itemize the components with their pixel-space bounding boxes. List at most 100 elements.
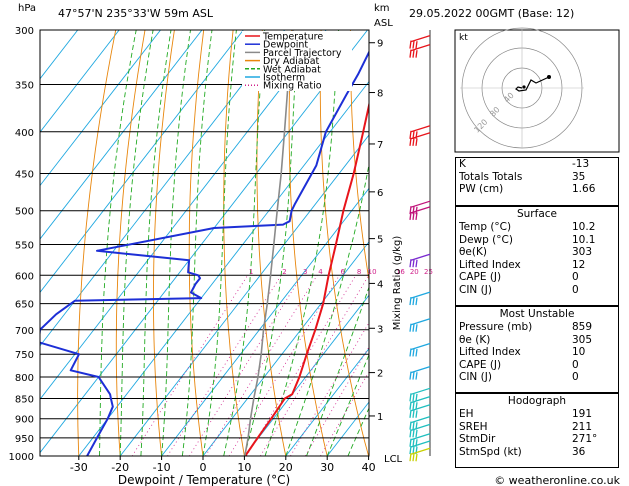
hodograph-value: 211 — [572, 420, 593, 433]
index-value: -13 — [572, 158, 590, 170]
datetime-label: 29.05.2022 00GMT (Base: 12) — [409, 7, 574, 20]
wet-adiabat-line — [181, 30, 213, 456]
wind-barb-shaft — [410, 206, 431, 214]
hodograph-key: StmSpd (kt) — [459, 445, 522, 458]
pressure-tick-label: 950 — [15, 434, 34, 445]
wind-barb-flag — [415, 297, 418, 306]
most-unstable-value: 305 — [572, 333, 593, 346]
most-unstable-key: Lifted Index — [459, 346, 521, 359]
dry-adiabat-line — [380, 30, 452, 456]
x-tick-label: 20 — [279, 461, 293, 474]
wind-barb-flag — [412, 421, 415, 430]
legend-label: Dewpoint — [263, 40, 308, 51]
wind-barb-flag — [415, 402, 418, 410]
index-row: PW (cm) 1.66 — [456, 183, 618, 196]
km-unit: km — [374, 3, 390, 14]
index-value: 35 — [572, 170, 586, 183]
hodograph-trace — [515, 76, 550, 92]
lcl-label: LCL — [384, 454, 403, 465]
wind-barb-flag — [409, 211, 412, 220]
surface-value: 0 — [572, 283, 579, 296]
most-unstable-value: 10 — [572, 346, 586, 359]
surface-value: 10.2 — [572, 221, 596, 233]
hodograph-key: StmDir — [459, 433, 496, 446]
surface-row: Lifted Index 12 — [456, 259, 618, 272]
most-unstable-value: 859 — [572, 321, 593, 333]
hodograph-key: EH — [459, 408, 474, 420]
wind-barb-flag — [409, 297, 412, 306]
wind-barb-flag — [412, 409, 415, 418]
dry-adiabat-line — [188, 30, 205, 456]
wind-barb — [409, 423, 431, 438]
most-unstable-key: θe (K) — [459, 333, 491, 346]
wind-barb-shaft — [410, 396, 431, 404]
pressure-tick-label: 850 — [15, 394, 34, 405]
mixing-ratio-label: 1 — [249, 268, 253, 276]
wind-barb-flag — [415, 41, 418, 49]
most-unstable-box: Most Unstable Pressure (mb) 859 θe (K) 305 L… — [455, 306, 619, 393]
pressure-tick-label: 1000 — [9, 452, 34, 463]
wind-barb — [409, 43, 431, 58]
x-tick-label: -10 — [153, 461, 171, 474]
wind-barb — [409, 125, 431, 139]
wind-barb-flag — [415, 453, 418, 462]
wind-barb-flag — [409, 401, 412, 410]
isotherm-line — [40, 30, 79, 80]
most-unstable-title: Most Unstable — [499, 308, 575, 320]
wind-barb-flag — [409, 259, 412, 268]
legend-label: Parcel Trajectory — [263, 48, 342, 59]
most-unstable-value: 0 — [572, 358, 579, 371]
surface-key: CIN (J) — [459, 283, 492, 296]
wind-barb-flag — [412, 206, 415, 215]
isotherm-line — [40, 30, 203, 240]
wind-barb-flag — [415, 410, 418, 418]
wind-barb-flag — [415, 138, 418, 146]
isotherm-line — [40, 30, 368, 454]
wind-barb — [409, 447, 431, 462]
isotherm-line — [161, 187, 369, 456]
mixing-ratio-line — [320, 371, 369, 456]
wind-barb-flag — [412, 453, 415, 462]
wind-barb-shaft — [410, 416, 431, 424]
hodograph-row: SREH 211 — [456, 421, 618, 434]
wind-barb-flag — [409, 438, 412, 447]
most-unstable-value: 0 — [572, 371, 579, 384]
mixing-ratio-label: 6 — [340, 268, 345, 276]
mixing-ratio-line — [205, 275, 318, 456]
wind-barb-flag — [409, 130, 412, 139]
wind-barb-shaft — [410, 43, 431, 52]
index-key: Totals Totals — [459, 170, 523, 183]
isotherm-line — [202, 241, 369, 456]
mixing-ratio-label: 3 — [303, 268, 307, 276]
wind-barb — [409, 387, 431, 402]
km-tick-label: 3 — [377, 324, 383, 335]
pressure-tick-label: 900 — [15, 415, 34, 426]
hodograph-value: 36 — [572, 445, 586, 458]
hpa-unit: hPa — [18, 3, 36, 14]
isotherm-line — [119, 134, 369, 456]
mixing-ratio-line — [290, 321, 369, 456]
wind-barb — [409, 365, 431, 380]
mixing-ratio-axis-label: Mixing Ratio (g/kg) — [392, 236, 403, 331]
surface-value: 303 — [572, 246, 593, 259]
wind-barb-flag — [409, 409, 412, 418]
mixing-ratio-label: 20 — [410, 268, 419, 276]
wind-barb-flag — [412, 259, 415, 268]
legend-bg — [242, 31, 352, 91]
most-unstable-row: Lifted Index 10 — [456, 346, 618, 359]
wind-barb-flag — [412, 393, 415, 402]
pressure-tick-label: 400 — [15, 128, 34, 139]
wind-barb-shaft — [410, 125, 431, 133]
hodograph-unit-label: kt — [459, 33, 468, 43]
wind-barb-shaft — [410, 200, 431, 208]
x-axis-label: Dewpoint / Temperature (°C) — [118, 473, 290, 486]
mixing-ratio-label: 25 — [424, 268, 433, 276]
km-tick-label: 4 — [377, 279, 383, 290]
asl-unit: ASL — [374, 18, 393, 29]
wind-barb-flag — [409, 137, 412, 146]
isotherm-line — [40, 30, 286, 347]
surface-title: Surface — [516, 208, 557, 220]
wind-barb-flag — [409, 445, 412, 455]
mixing-ratio-line — [131, 275, 248, 456]
wind-barb-shaft — [410, 253, 431, 261]
